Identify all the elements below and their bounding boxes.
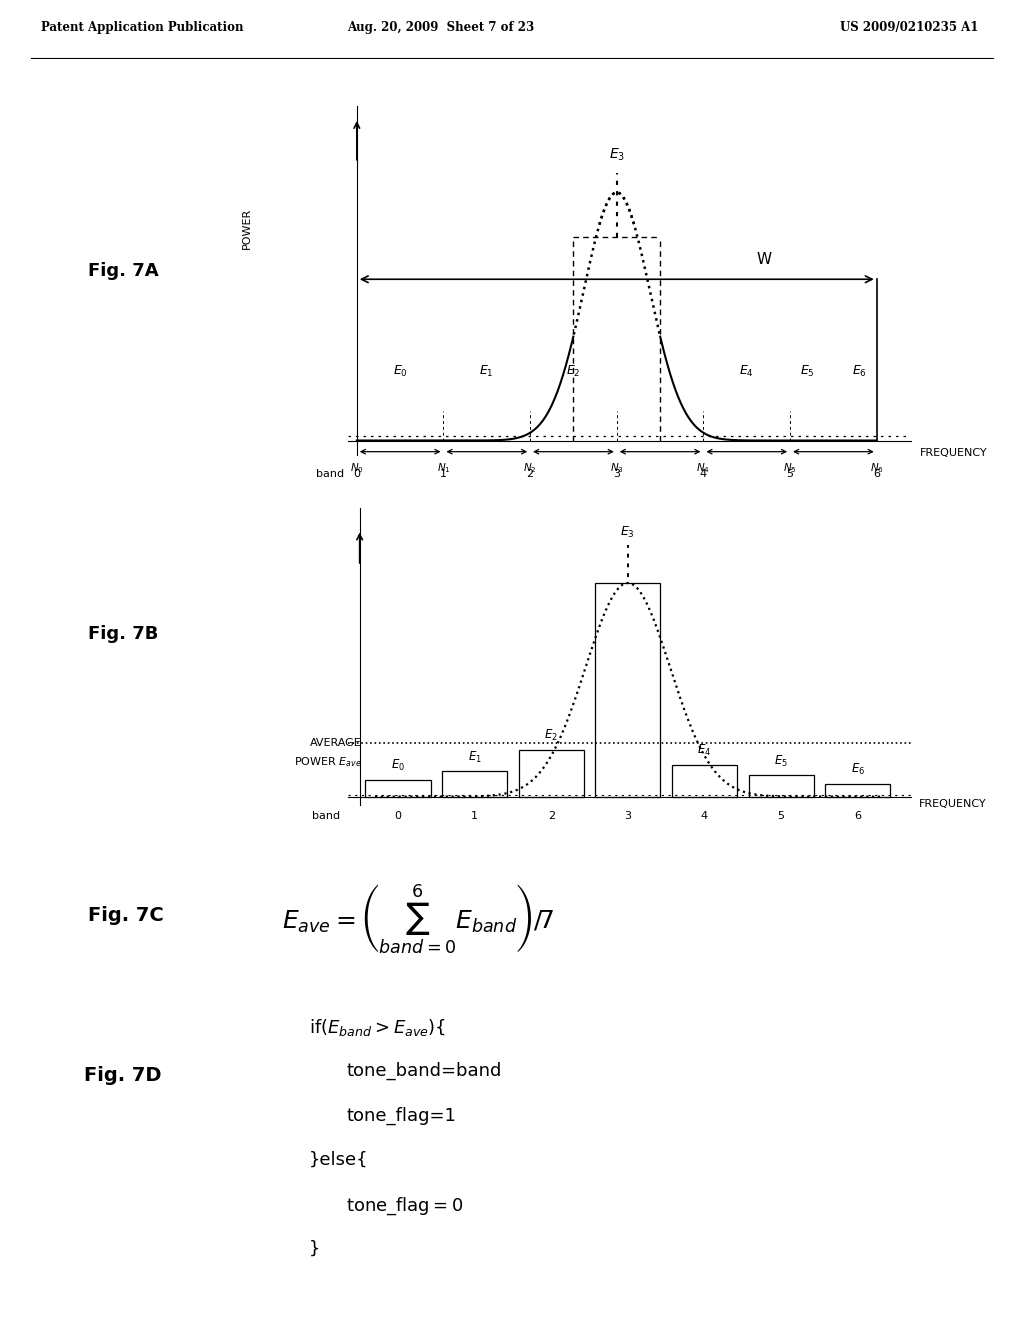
Text: if($E_{band}$$>$$E_{ave}$){: if($E_{band}$$>$$E_{ave}$){ — [309, 1018, 446, 1039]
Text: $E_2$: $E_2$ — [566, 363, 581, 379]
Text: tone_band=band: tone_band=band — [346, 1061, 502, 1080]
Text: $N_4$: $N_4$ — [696, 462, 711, 475]
Text: }: } — [309, 1241, 321, 1258]
Text: $E_1$: $E_1$ — [468, 750, 481, 764]
Text: $E_4$: $E_4$ — [697, 743, 712, 758]
Text: Fig. 7D: Fig. 7D — [84, 1067, 162, 1085]
Text: 1: 1 — [440, 469, 446, 479]
Text: 0: 0 — [353, 469, 360, 479]
Text: 3: 3 — [613, 469, 621, 479]
Text: $E_4$: $E_4$ — [739, 363, 754, 379]
Bar — [672, 764, 737, 797]
Text: $E_3$: $E_3$ — [621, 525, 635, 540]
Bar — [749, 775, 814, 797]
Text: Aug. 20, 2009  Sheet 7 of 23: Aug. 20, 2009 Sheet 7 of 23 — [347, 21, 534, 33]
Bar — [825, 784, 890, 797]
Text: $E_6$: $E_6$ — [851, 763, 865, 777]
Text: 1: 1 — [471, 810, 478, 821]
Text: $E_1$: $E_1$ — [479, 363, 495, 379]
Text: Fig. 7C: Fig. 7C — [88, 906, 164, 924]
Text: Fig. 7A: Fig. 7A — [88, 261, 158, 280]
Text: $N_5$: $N_5$ — [783, 462, 797, 475]
Text: US 2009/0210235 A1: US 2009/0210235 A1 — [840, 21, 978, 33]
Text: 0: 0 — [394, 810, 401, 821]
Bar — [518, 750, 584, 797]
Text: 6: 6 — [854, 810, 861, 821]
Text: $E_5$: $E_5$ — [800, 363, 815, 379]
Text: $E_{ave}=\left(\sum_{band=0}^{6} E_{band}\right)/7$: $E_{ave}=\left(\sum_{band=0}^{6} E_{band… — [282, 882, 554, 954]
Text: 4: 4 — [700, 810, 708, 821]
Text: }else{: }else{ — [309, 1151, 369, 1170]
Text: 4: 4 — [699, 469, 707, 479]
Text: 5: 5 — [777, 810, 784, 821]
Text: band: band — [315, 469, 344, 479]
Bar — [442, 771, 507, 797]
Text: POWER $E_{ave}$: POWER $E_{ave}$ — [294, 755, 361, 770]
Text: 6: 6 — [873, 469, 881, 479]
Text: Fig. 7B: Fig. 7B — [88, 624, 158, 643]
Bar — [366, 780, 430, 797]
Text: $N_0$: $N_0$ — [350, 462, 364, 475]
Text: $N_6$: $N_6$ — [869, 462, 884, 475]
Text: $E_0$: $E_0$ — [391, 758, 404, 774]
Text: tone_flag$=$0: tone_flag$=$0 — [346, 1196, 464, 1217]
Text: $N_2$: $N_2$ — [523, 462, 537, 475]
Text: 3: 3 — [625, 810, 632, 821]
Text: band: band — [312, 810, 341, 821]
Text: FREQUENCY: FREQUENCY — [920, 447, 988, 458]
Text: tone_flag=1: tone_flag=1 — [346, 1106, 456, 1125]
Text: W: W — [757, 252, 772, 267]
Text: $E_3$: $E_3$ — [608, 147, 625, 162]
Text: POWER: POWER — [242, 207, 252, 248]
Text: 5: 5 — [786, 469, 794, 479]
Text: $E_6$: $E_6$ — [852, 363, 867, 379]
Text: $E_0$: $E_0$ — [392, 363, 408, 379]
Text: $E_5$: $E_5$ — [774, 754, 788, 768]
Text: 2: 2 — [548, 810, 555, 821]
Text: AVERAGE: AVERAGE — [309, 738, 361, 748]
Text: $N_3$: $N_3$ — [610, 462, 624, 475]
Bar — [595, 583, 660, 797]
Text: FREQUENCY: FREQUENCY — [919, 799, 987, 809]
Text: Patent Application Publication: Patent Application Publication — [41, 21, 244, 33]
Text: $E_2$: $E_2$ — [545, 729, 558, 743]
Text: 2: 2 — [526, 469, 534, 479]
Text: $N_1$: $N_1$ — [436, 462, 451, 475]
